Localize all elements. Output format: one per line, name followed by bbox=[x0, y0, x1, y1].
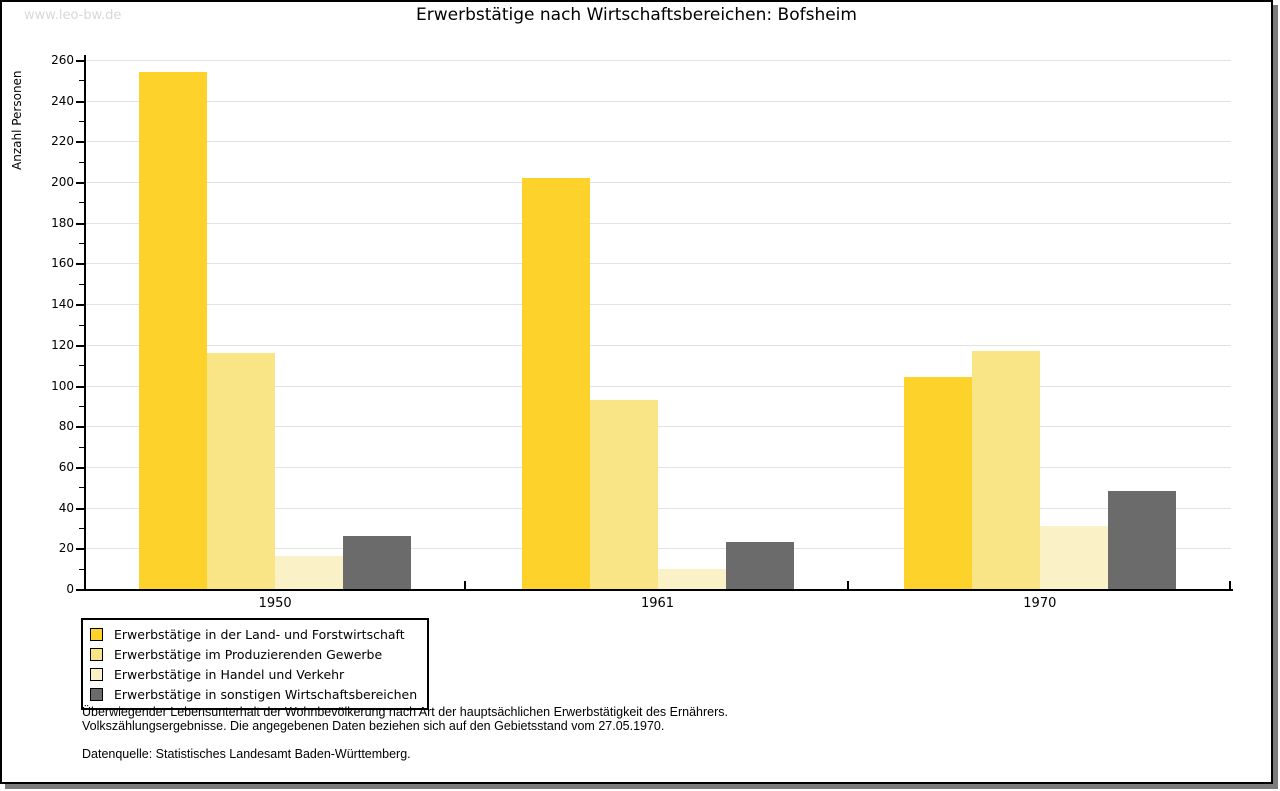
legend-swatch bbox=[90, 627, 103, 641]
y-axis-tick-major bbox=[76, 466, 84, 469]
y-axis-tick-minor bbox=[79, 161, 84, 163]
y-axis-tick-major bbox=[76, 141, 84, 144]
y-axis-tick-minor bbox=[79, 80, 84, 82]
gridline bbox=[86, 466, 1231, 468]
legend-item: Erwerbstätige in sonstigen Wirtschaftsbe… bbox=[90, 684, 417, 704]
y-axis-tick-label: 100 bbox=[51, 378, 74, 393]
y-axis-tick-minor bbox=[79, 568, 84, 570]
y-axis-line bbox=[84, 55, 86, 591]
x-axis-tick bbox=[846, 581, 849, 589]
bar bbox=[1039, 525, 1108, 589]
legend-box: Erwerbstätige in der Land- und Forstwirt… bbox=[81, 618, 430, 710]
data-source-line: Datenquelle: Statistisches Landesamt Bad… bbox=[82, 747, 411, 761]
gridline bbox=[86, 507, 1231, 509]
y-axis-tick-label: 140 bbox=[51, 297, 74, 312]
gridline bbox=[86, 100, 1231, 102]
y-axis-tick-minor bbox=[79, 121, 84, 123]
y-axis-tick-label: 0 bbox=[66, 582, 74, 596]
gridline bbox=[86, 426, 1231, 428]
y-axis-tick-label: 220 bbox=[51, 134, 74, 149]
legend-label: Erwerbstätige in sonstigen Wirtschaftsbe… bbox=[114, 686, 418, 702]
y-axis-tick-label: 200 bbox=[51, 175, 74, 190]
y-axis-tick-label: 260 bbox=[51, 53, 74, 67]
y-axis-tick-label: 120 bbox=[51, 337, 74, 352]
bar bbox=[657, 568, 726, 589]
y-axis-tick-minor bbox=[79, 405, 84, 407]
y-axis-tick-minor bbox=[79, 202, 84, 204]
legend-item: Erwerbstätige in der Land- und Forstwirt… bbox=[90, 624, 417, 644]
legend-item: Erwerbstätige im Produzierenden Gewerbe bbox=[90, 644, 417, 664]
gridline bbox=[86, 141, 1231, 143]
y-axis-tick-minor bbox=[79, 527, 84, 529]
legend-swatch bbox=[90, 687, 103, 701]
y-axis-tick-minor bbox=[79, 446, 84, 448]
gridline bbox=[86, 263, 1231, 265]
legend-label: Erwerbstätige im Produzierenden Gewerbe bbox=[114, 646, 383, 662]
y-axis-tick-label: 20 bbox=[58, 541, 74, 556]
bar bbox=[903, 377, 972, 589]
y-axis-tick-major bbox=[76, 507, 84, 510]
y-axis-tick-minor bbox=[79, 283, 84, 285]
y-axis-tick-major bbox=[76, 344, 84, 347]
y-axis-tick-label: 80 bbox=[58, 419, 74, 434]
gridline bbox=[86, 548, 1231, 550]
gridline bbox=[86, 222, 1231, 224]
y-axis-tick-minor bbox=[79, 324, 84, 326]
footnote-line-1: Überwiegender Lebensunterhalt der Wohnbe… bbox=[82, 705, 728, 719]
legend-swatch bbox=[90, 667, 103, 681]
legend-item: Erwerbstätige in Handel und Verkehr bbox=[90, 664, 417, 684]
y-axis-tick-label: 60 bbox=[58, 459, 74, 474]
y-axis-tick-major bbox=[76, 385, 84, 388]
gridline bbox=[86, 60, 1231, 61]
bar bbox=[1107, 491, 1176, 589]
gridline bbox=[86, 344, 1231, 346]
x-axis-line bbox=[84, 589, 1233, 591]
chart-title: Erwerbstätige nach Wirtschaftsbereichen:… bbox=[416, 5, 857, 25]
y-axis-tick-major bbox=[76, 589, 84, 591]
x-axis-tick bbox=[464, 581, 467, 589]
bar bbox=[207, 352, 276, 589]
y-axis-tick-minor bbox=[79, 243, 84, 245]
y-axis-tick-major bbox=[76, 222, 84, 225]
bar bbox=[589, 399, 658, 589]
y-axis-tick-label: 40 bbox=[58, 500, 74, 515]
gridline bbox=[86, 182, 1231, 184]
y-axis-tick-major bbox=[76, 548, 84, 551]
bar bbox=[275, 556, 344, 589]
gridline bbox=[86, 304, 1231, 306]
bar bbox=[725, 542, 794, 589]
y-axis-tick-major bbox=[76, 60, 84, 62]
bar bbox=[139, 72, 208, 589]
gridline bbox=[86, 385, 1231, 387]
bar bbox=[343, 536, 412, 589]
y-axis-tick-minor bbox=[79, 487, 84, 489]
site-watermark: www.leo-bw.de bbox=[24, 8, 122, 23]
y-axis-tick-minor bbox=[79, 365, 84, 367]
y-axis-tick-major bbox=[76, 426, 84, 429]
y-axis-tick-major bbox=[76, 304, 84, 307]
x-axis-tick-label: 1950 bbox=[258, 596, 292, 611]
x-axis-tick-label: 1970 bbox=[1023, 596, 1057, 611]
x-axis-tick-label: 1961 bbox=[640, 596, 675, 611]
x-axis-tick bbox=[1229, 581, 1231, 589]
y-axis-tick-label: 180 bbox=[51, 215, 74, 230]
plot-area: 1950 1961 1970 0 20 40 60 80 100 120 140 160 180 200 2… bbox=[2, 2, 1271, 782]
bar bbox=[971, 350, 1040, 589]
footnote-line-2: Volkszählungsergebnisse. Die angegebenen… bbox=[82, 719, 665, 733]
y-axis-tick-label: 160 bbox=[51, 256, 74, 271]
legend-label: Erwerbstätige in Handel und Verkehr bbox=[114, 666, 345, 682]
y-axis-tick-major bbox=[76, 100, 84, 103]
legend-swatch bbox=[90, 647, 103, 661]
y-axis-tick-major bbox=[76, 182, 84, 185]
y-axis-tick-label: 240 bbox=[51, 93, 74, 108]
legend-label: Erwerbstätige in der Land- und Forstwirt… bbox=[114, 626, 405, 642]
bar bbox=[521, 178, 590, 589]
y-axis-tick-major bbox=[76, 263, 84, 266]
